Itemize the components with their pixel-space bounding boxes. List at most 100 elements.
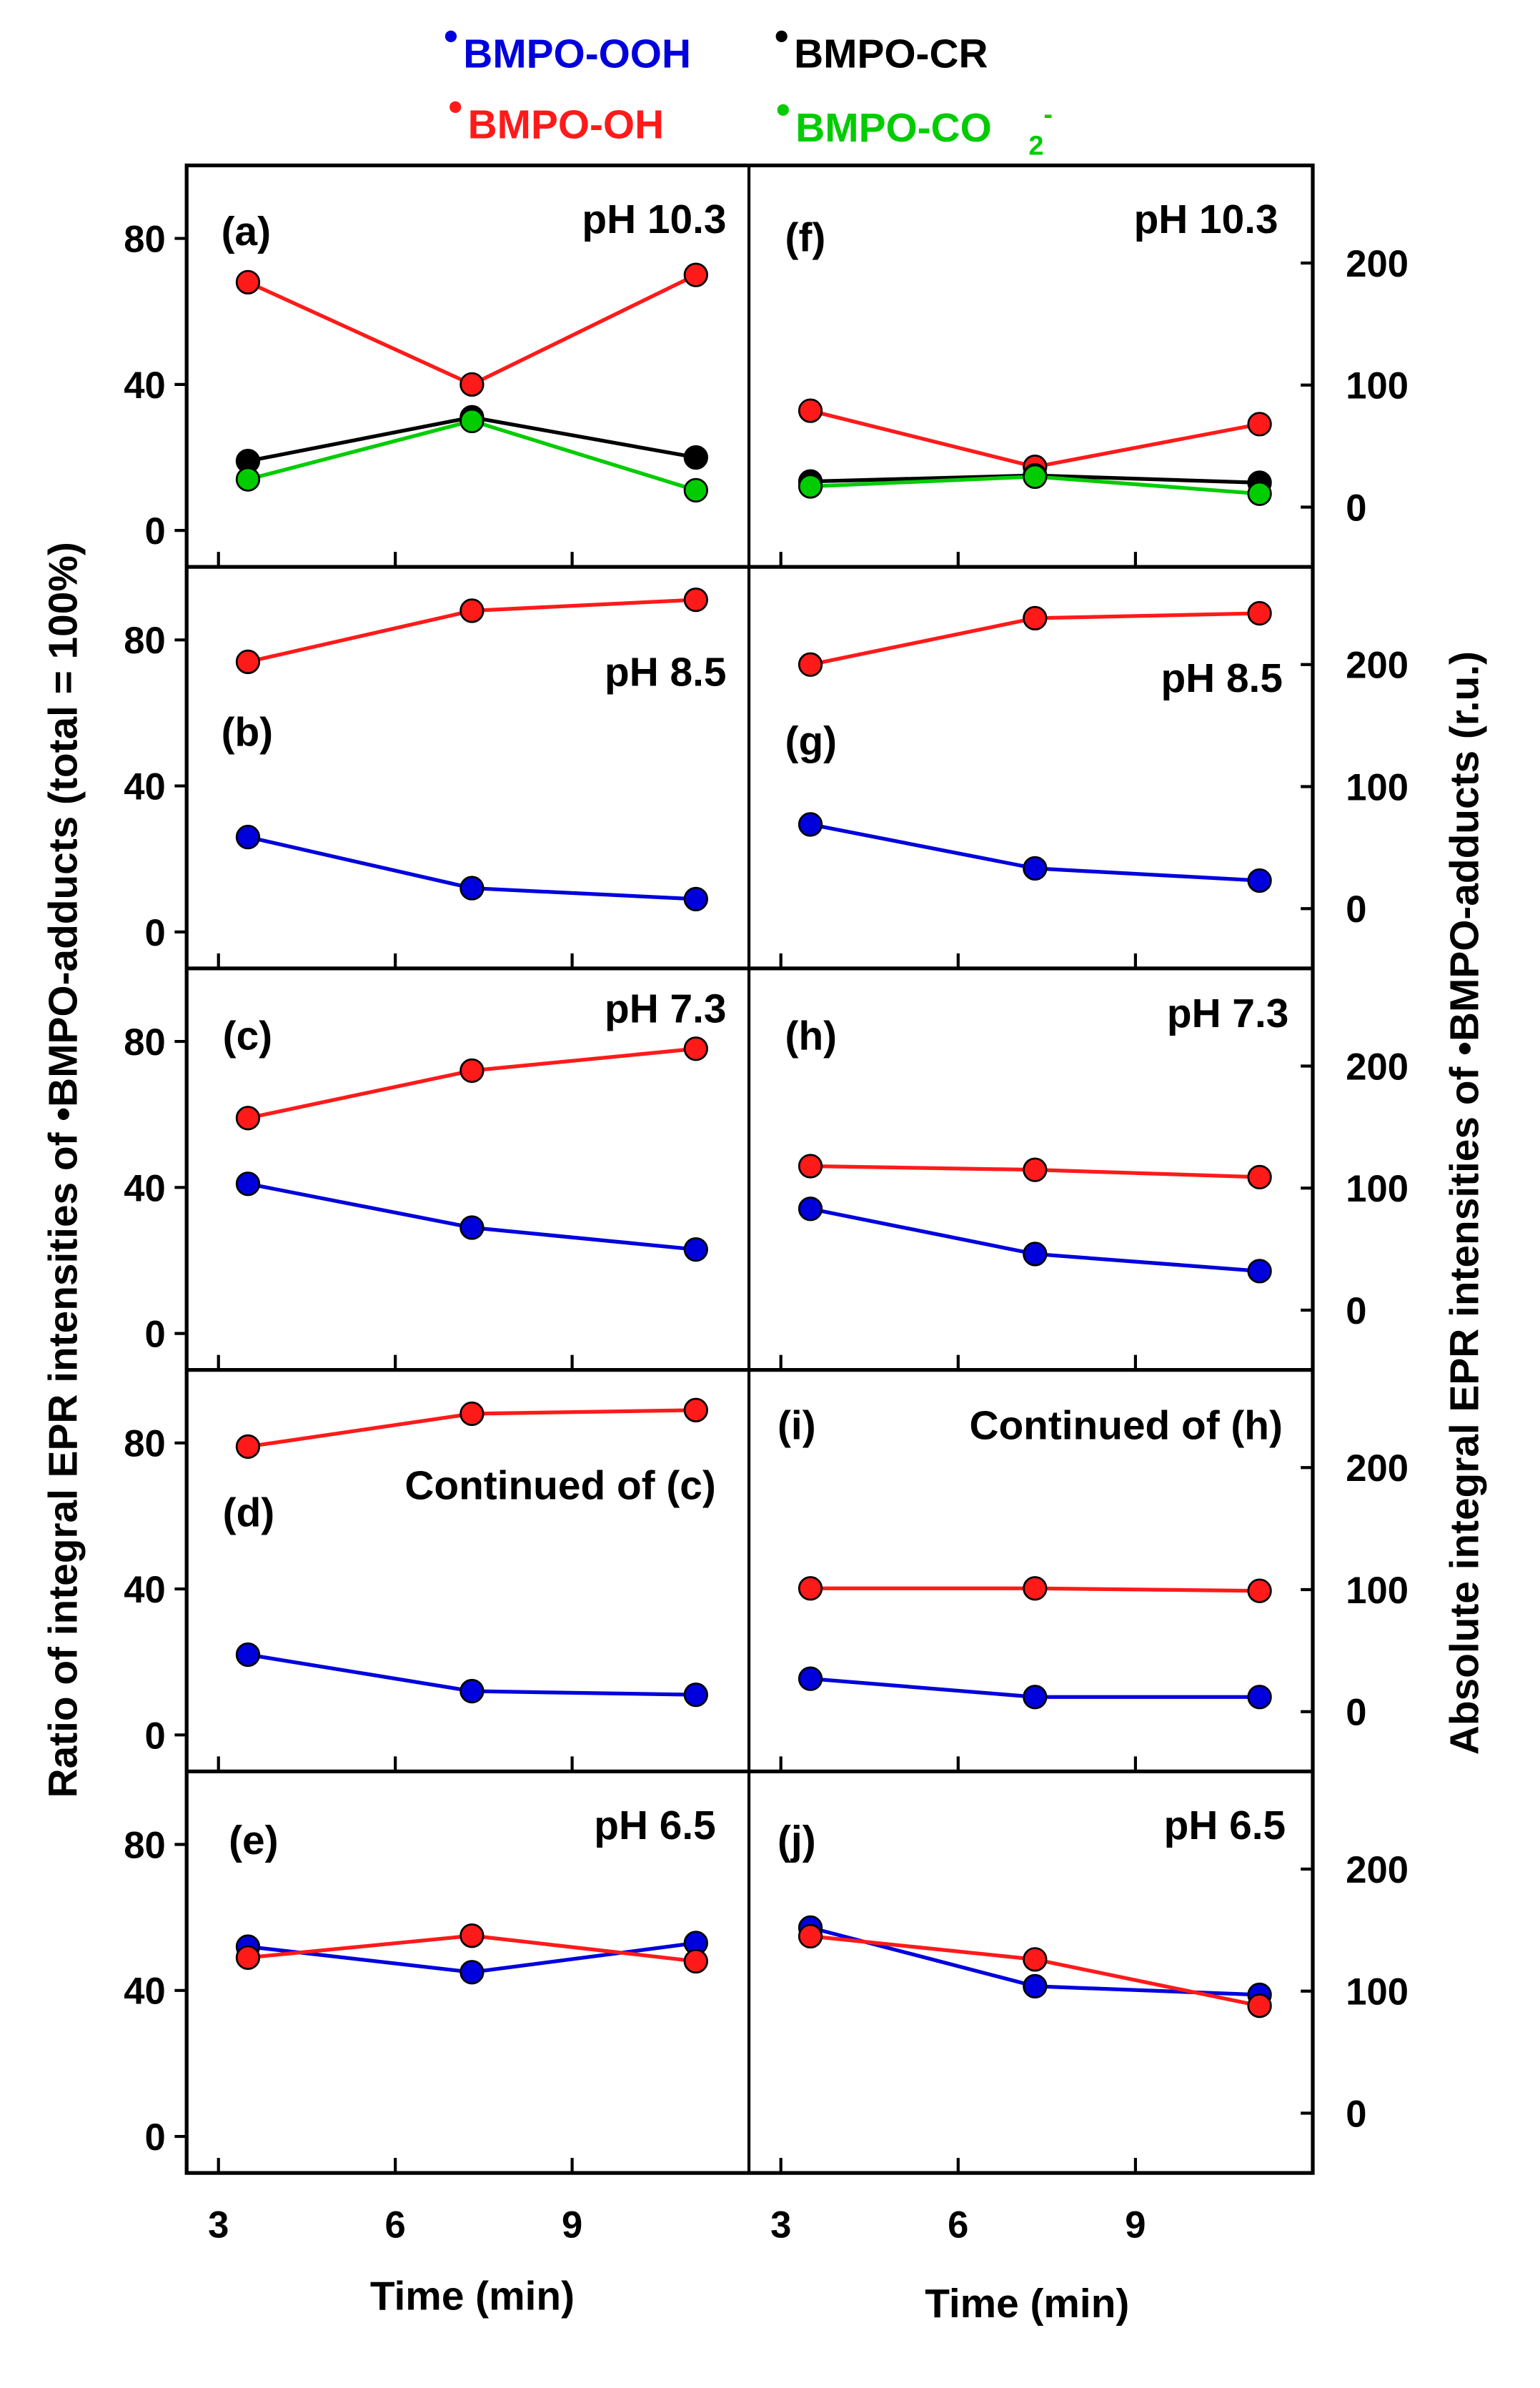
left-y-tick-label: 80 bbox=[124, 1824, 165, 1866]
panel-note: Continued of (c) bbox=[404, 1464, 715, 1509]
legend-superscript: - bbox=[1043, 100, 1053, 130]
panel-note: Continued of (h) bbox=[969, 1403, 1282, 1448]
right-y-tick-label: 200 bbox=[1346, 1046, 1409, 1088]
left-y-tick-label: 0 bbox=[144, 1314, 165, 1356]
data-point-ooh bbox=[459, 1960, 485, 1985]
right-y-tick-label: 0 bbox=[1346, 888, 1366, 931]
left-y-tick-label: 0 bbox=[144, 1715, 165, 1757]
panel-label: (h) bbox=[785, 1014, 838, 1059]
panel-label: (j) bbox=[778, 1818, 816, 1863]
data-point-oh bbox=[1247, 1164, 1272, 1190]
legend-subscript: 2 bbox=[1028, 132, 1043, 162]
x-tick-label: 3 bbox=[770, 2204, 791, 2246]
panel-label: (f) bbox=[785, 215, 826, 260]
data-point-cr bbox=[683, 445, 708, 470]
right-y-tick-label: 100 bbox=[1346, 1570, 1409, 1612]
data-point-co2 bbox=[1023, 464, 1048, 489]
right-y-axis-label: Absolute integral EPR intensities of •BM… bbox=[1442, 651, 1487, 1755]
data-point-oh bbox=[459, 1401, 485, 1427]
data-point-ooh bbox=[459, 1678, 485, 1704]
x-tick-label: 9 bbox=[562, 2204, 582, 2246]
data-point-oh bbox=[798, 1576, 823, 1601]
data-point-oh bbox=[683, 587, 708, 613]
x-tick-label: 6 bbox=[948, 2204, 968, 2246]
legend-entry: • BMPO-CR bbox=[775, 14, 988, 76]
data-point-ooh bbox=[1247, 1685, 1272, 1710]
data-point-oh bbox=[459, 598, 485, 623]
right-y-tick-label: 100 bbox=[1346, 1168, 1409, 1210]
data-point-ooh bbox=[235, 1642, 261, 1668]
right-y-tick-label: 200 bbox=[1346, 243, 1409, 285]
data-point-oh bbox=[1247, 1578, 1272, 1603]
data-point-ooh bbox=[1023, 1973, 1048, 1999]
data-point-oh bbox=[1023, 1576, 1048, 1601]
data-point-oh bbox=[798, 398, 823, 423]
panel-note: pH 8.5 bbox=[1161, 656, 1282, 701]
left-y-tick-label: 0 bbox=[144, 2116, 165, 2159]
data-point-oh bbox=[683, 262, 708, 287]
panel-label: (e) bbox=[229, 1818, 278, 1863]
right-y-tick-label: 0 bbox=[1346, 1692, 1366, 1734]
x-axis-label: Time (min) bbox=[925, 2282, 1129, 2327]
left-y-tick-label: 40 bbox=[124, 365, 165, 407]
panel-label: (b) bbox=[222, 710, 274, 755]
data-point-oh bbox=[1247, 600, 1272, 626]
data-point-ooh bbox=[1247, 868, 1272, 893]
data-point-ooh bbox=[798, 1197, 823, 1222]
x-axis-label: Time (min) bbox=[370, 2274, 575, 2319]
left-y-tick-label: 80 bbox=[124, 1021, 165, 1064]
legend-radical-dot: • bbox=[444, 14, 458, 59]
legend-entry: • BMPO-OOH bbox=[444, 14, 691, 76]
legend-entry: • BMPO-OH bbox=[448, 84, 664, 147]
panel-note: pH 8.5 bbox=[605, 650, 726, 695]
data-point-oh bbox=[1023, 605, 1048, 631]
panel-label: (c) bbox=[223, 1014, 272, 1059]
data-point-oh bbox=[1247, 412, 1272, 437]
right-y-tick-label: 200 bbox=[1346, 1447, 1409, 1490]
right-y-tick-label: 200 bbox=[1346, 1849, 1409, 1891]
data-point-oh bbox=[459, 372, 485, 397]
legend-label: BMPO-CO bbox=[795, 106, 992, 151]
data-point-oh bbox=[1023, 1947, 1048, 1972]
data-point-co2 bbox=[798, 474, 823, 499]
data-point-ooh bbox=[459, 1215, 485, 1240]
data-point-co2 bbox=[683, 477, 708, 503]
left-y-tick-label: 80 bbox=[124, 218, 165, 260]
data-point-co2 bbox=[1247, 481, 1272, 506]
data-point-ooh bbox=[683, 886, 708, 912]
right-y-tick-label: 200 bbox=[1346, 645, 1409, 687]
panel-label: (g) bbox=[785, 719, 838, 764]
data-point-oh bbox=[798, 1154, 823, 1179]
data-point-ooh bbox=[798, 812, 823, 837]
x-tick-label: 9 bbox=[1125, 2204, 1146, 2246]
data-point-oh bbox=[235, 649, 261, 675]
data-point-ooh bbox=[1023, 856, 1048, 881]
left-y-tick-label: 40 bbox=[124, 766, 165, 808]
left-y-tick-label: 0 bbox=[144, 510, 165, 553]
x-tick-label: 3 bbox=[208, 2204, 229, 2246]
legend-radical-dot: • bbox=[776, 88, 790, 133]
left-y-tick-label: 0 bbox=[144, 912, 165, 954]
data-point-ooh bbox=[1023, 1685, 1048, 1710]
left-y-tick-label: 40 bbox=[124, 1167, 165, 1209]
legend-label: BMPO-OOH bbox=[463, 32, 691, 77]
data-point-oh bbox=[235, 269, 261, 294]
data-point-ooh bbox=[683, 1237, 708, 1262]
right-y-tick-label: 100 bbox=[1346, 766, 1409, 808]
panel-label: (i) bbox=[778, 1403, 816, 1448]
data-point-ooh bbox=[798, 1666, 823, 1691]
left-y-tick-label: 80 bbox=[124, 1423, 165, 1465]
left-y-tick-label: 80 bbox=[124, 620, 165, 662]
x-tick-label: 6 bbox=[385, 2204, 406, 2246]
right-y-tick-label: 100 bbox=[1346, 365, 1409, 407]
left-y-axis-label: Ratio of integral EPR intensities of •BM… bbox=[41, 542, 86, 1798]
panel-label: (d) bbox=[223, 1490, 275, 1535]
panel-note: pH 7.3 bbox=[1167, 991, 1288, 1036]
left-y-tick-label: 40 bbox=[124, 1569, 165, 1611]
panel-note: pH 6.5 bbox=[594, 1803, 715, 1848]
data-point-oh bbox=[459, 1923, 485, 1948]
data-point-ooh bbox=[235, 1171, 261, 1197]
legend-label: BMPO-OH bbox=[468, 103, 665, 148]
data-point-oh bbox=[459, 1058, 485, 1084]
